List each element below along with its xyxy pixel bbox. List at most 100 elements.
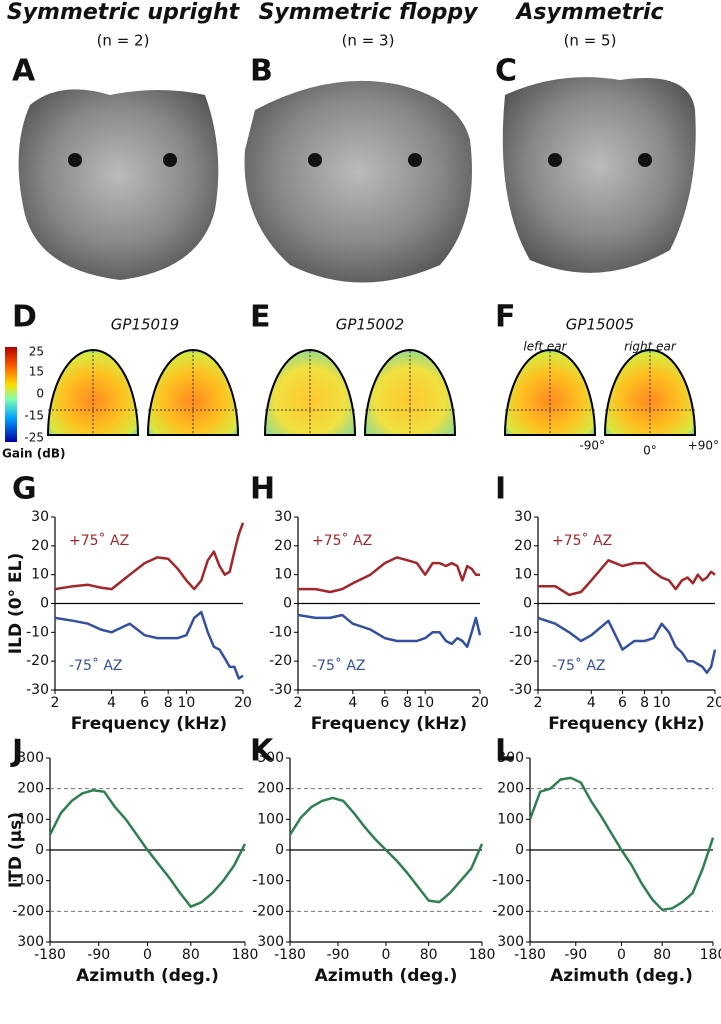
guinea-pig-photo (502, 77, 696, 273)
colorbar (5, 347, 17, 442)
y-axis-label: ILD (0° EL) (6, 553, 26, 654)
panel-letter: E (250, 300, 271, 335)
column-headers: Symmetric upright (n = 2) Symmetric flop… (7, 0, 664, 50)
eye (638, 153, 652, 167)
series-label: +75˚ AZ (552, 532, 612, 549)
y-tick-label: 300 (257, 934, 284, 950)
panel-letter: I (495, 472, 506, 507)
y-tick-label: 100 (257, 811, 284, 827)
y-tick-label: 100 (497, 811, 524, 827)
x-tick-label: -180 (514, 947, 546, 963)
x-tick-label: 80 (420, 947, 438, 963)
y-tick-label: 0 (275, 842, 284, 858)
x-tick-label: 6 (618, 695, 627, 711)
x-tick-label: 20 (471, 695, 489, 711)
y-tick-label: 30 (31, 509, 49, 525)
y-tick-label: -100 (492, 873, 524, 889)
panel-letter: F (495, 300, 516, 335)
x-tick-label: 2 (51, 695, 60, 711)
series-line (288, 796, 484, 904)
y-tick-label: 10 (274, 567, 292, 583)
azimuth-label: +90° (688, 439, 719, 453)
x-tick-label: 2 (534, 695, 543, 711)
gain-maps: GP15019 GP15002 GP15005 left ear right e… (2, 316, 719, 461)
crosshair (48, 351, 695, 435)
eye (308, 153, 322, 167)
animal-id: GP15005 (566, 316, 634, 334)
x-tick-label: 8 (640, 695, 649, 711)
y-tick-label: -30 (26, 682, 49, 698)
panel-letter: A (12, 54, 36, 89)
y-tick-label: -20 (269, 653, 292, 669)
y-tick-label: 0 (523, 596, 532, 612)
x-tick-label: 8 (164, 695, 173, 711)
panel-letter: L (495, 734, 514, 769)
panel-letter: H (250, 472, 275, 507)
series-line (297, 613, 482, 649)
y-tick-label: -200 (12, 903, 44, 919)
colorbar-tick-label: 15 (29, 365, 44, 379)
x-tick-label: 6 (380, 695, 389, 711)
series-line (298, 556, 480, 594)
panel-letter: G (12, 472, 37, 507)
colorbar-tick-label: -15 (24, 409, 44, 423)
x-tick-label: 6 (140, 695, 149, 711)
column-n: (n = 2) (97, 32, 150, 50)
x-tick-label: 0 (143, 947, 152, 963)
eye (68, 153, 82, 167)
x-axis-label: Azimuth (deg.) (76, 966, 219, 986)
animal-id: GP15019 (111, 316, 179, 334)
x-tick-label: -90 (564, 947, 587, 963)
y-tick-label: -100 (12, 873, 44, 889)
series-line (48, 788, 247, 908)
x-axis-label: Frequency (kHz) (71, 714, 227, 734)
y-tick-label: 300 (497, 750, 524, 766)
x-axis-label: Azimuth (deg.) (550, 966, 693, 986)
y-tick-label: 20 (31, 538, 49, 554)
y-tick-label: 100 (17, 811, 44, 827)
y-tick-label: 0 (283, 596, 292, 612)
x-tick-label: 10 (177, 695, 195, 711)
y-tick-label: 20 (274, 538, 292, 554)
x-axis-label: Frequency (kHz) (311, 714, 467, 734)
colorbar-tick-label: 0 (36, 387, 44, 401)
y-tick-label: -20 (26, 653, 49, 669)
x-tick-label: -90 (327, 947, 350, 963)
y-tick-label: -30 (509, 682, 532, 698)
y-tick-label: 10 (514, 567, 532, 583)
series-line (528, 776, 715, 912)
x-tick-label: 8 (403, 695, 412, 711)
column-n: (n = 3) (342, 32, 395, 50)
x-tick-label: 0 (617, 947, 626, 963)
y-tick-label: 0 (35, 842, 44, 858)
series-line (54, 522, 245, 591)
x-tick-label: 4 (107, 695, 116, 711)
column-title: Symmetric upright (7, 0, 241, 25)
y-tick-label: -20 (509, 653, 532, 669)
x-tick-label: 0 (382, 947, 391, 963)
eye (408, 153, 422, 167)
y-tick-label: 0 (40, 596, 49, 612)
column-title: Asymmetric (514, 0, 663, 25)
series-line (538, 559, 716, 597)
y-tick-label: -10 (509, 624, 532, 640)
y-tick-label: 300 (17, 750, 44, 766)
series-label: +75˚ AZ (312, 532, 372, 549)
x-tick-label: 180 (700, 947, 721, 963)
y-tick-label: -10 (269, 624, 292, 640)
x-axis-label: Frequency (kHz) (548, 714, 704, 734)
panel-letter: J (10, 734, 23, 769)
guinea-pig-photo (18, 89, 219, 280)
photos (18, 77, 696, 283)
y-tick-label: 300 (497, 934, 524, 950)
series-line (54, 610, 244, 680)
x-tick-label: 10 (653, 695, 671, 711)
panel-letter: D (12, 300, 37, 335)
ear-label: right ear (624, 340, 677, 354)
y-tick-label: 200 (257, 781, 284, 797)
x-tick-label: -180 (34, 947, 66, 963)
x-tick-label: 20 (234, 695, 252, 711)
eye (548, 153, 562, 167)
x-tick-label: 80 (653, 947, 671, 963)
